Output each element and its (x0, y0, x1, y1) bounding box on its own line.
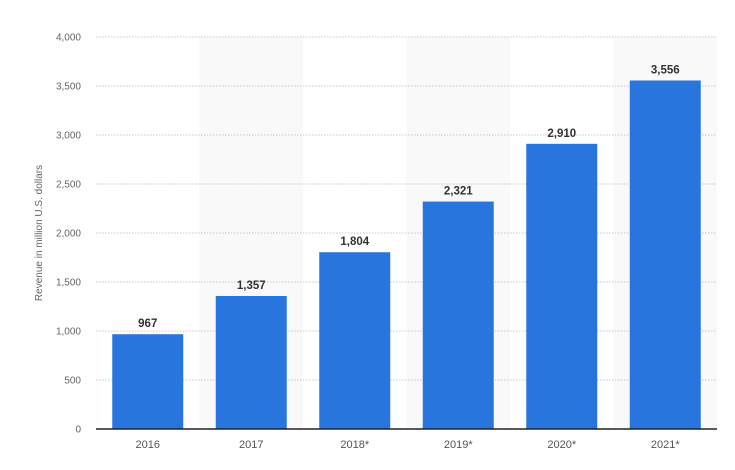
bar-2019 (422, 201, 494, 429)
bar-2021 (629, 80, 701, 430)
data-label: 2,321 (444, 186, 473, 198)
y-axis-label: Revenue in million U.S. dollars (34, 165, 45, 301)
x-tick-label: 2020* (547, 439, 576, 451)
x-tick-label: 2021* (651, 439, 680, 451)
y-tick-label: 4,000 (56, 33, 81, 44)
data-label: 967 (138, 318, 157, 330)
data-label: 2,910 (547, 128, 576, 140)
y-tick-label: 0 (75, 425, 81, 436)
bar-2016 (112, 334, 184, 429)
bar-2018 (319, 252, 391, 429)
y-tick-label: 500 (64, 376, 81, 387)
y-tick-label: 1,000 (56, 327, 81, 338)
data-label: 3,556 (651, 65, 680, 77)
bar-2020 (526, 143, 598, 429)
x-tick-label: 2019* (444, 439, 473, 451)
y-tick-label: 3,000 (56, 131, 81, 142)
data-label: 1,804 (340, 236, 369, 248)
bar-2017 (215, 296, 287, 429)
y-tick-label: 1,500 (56, 278, 81, 289)
y-tick-label: 2,000 (56, 229, 81, 240)
y-tick-label: 2,500 (56, 180, 81, 191)
x-tick-label: 2018* (340, 439, 369, 451)
data-label: 1,357 (237, 280, 266, 292)
x-tick-label: 2017 (239, 439, 263, 451)
x-tick-label: 2016 (136, 439, 160, 451)
y-tick-label: 3,500 (56, 82, 81, 93)
